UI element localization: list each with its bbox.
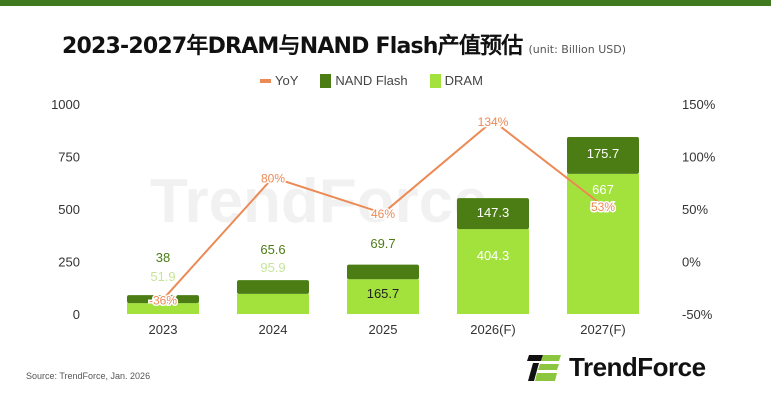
y-left-tick: 0: [73, 307, 80, 322]
bar-nand: [457, 198, 529, 230]
y-right-tick: -50%: [682, 307, 713, 322]
legend-swatch-yoy: [260, 78, 271, 83]
yoy-label: 80%: [261, 172, 285, 186]
y-right-tick: 100%: [682, 150, 716, 165]
legend-swatch-dram: [429, 73, 441, 88]
source-note: Source: TrendForce, Jan. 2026: [26, 371, 151, 381]
title-text: 2023-2027年DRAM与NAND Flash产值预估: [62, 34, 523, 59]
y-left-tick: 750: [58, 150, 80, 165]
x-tick: 2023: [149, 322, 178, 337]
bar-dram: [127, 303, 199, 314]
x-tick: 2027(F): [580, 322, 626, 337]
legend: YoY NAND Flash DRAM: [260, 73, 497, 88]
data-label-dram: 95.9: [260, 260, 285, 275]
legend-item-nand: NAND Flash: [320, 73, 408, 88]
yoy-label: 134%: [478, 115, 509, 129]
trendforce-logo: TrendForce: [527, 352, 706, 383]
y-right-tick: 0%: [682, 255, 701, 270]
legend-label: DRAM: [444, 73, 483, 88]
data-label-dram: 51.9: [150, 269, 175, 284]
y-left-tick: 250: [58, 255, 80, 270]
data-label-dram: 667: [592, 182, 614, 197]
x-tick: 2025: [369, 322, 398, 337]
legend-item-yoy: YoY: [260, 73, 298, 88]
legend-label: NAND Flash: [335, 73, 408, 88]
data-label-dram: 404.3: [477, 248, 510, 263]
bar-dram: [347, 279, 419, 314]
y-right-tick: 50%: [682, 202, 708, 217]
yoy-label: -36%: [149, 293, 177, 307]
data-label-nand: 69.7: [370, 236, 395, 251]
logo-text: TrendForce: [569, 352, 706, 382]
bar-dram: [567, 173, 639, 314]
yoy-label: 46%: [371, 207, 395, 221]
data-label-nand: 65.6: [260, 242, 285, 257]
bar-nand: [237, 280, 309, 294]
x-tick: 2024: [259, 322, 288, 337]
chart-title: 2023-2027年DRAM与NAND Flash产值预估 (unit: Bill…: [62, 28, 626, 60]
bar-nand: [567, 137, 639, 174]
data-label-dram: 165.7: [367, 286, 400, 301]
yoy-label: 53%: [591, 200, 615, 214]
bar-dram: [457, 229, 529, 314]
data-label-nand: 147.3: [477, 205, 510, 220]
watermark: TrendForce: [150, 167, 488, 236]
bar-nand: [347, 264, 419, 280]
data-label-nand: 175.7: [587, 146, 620, 161]
bar-dram: [237, 293, 309, 314]
y-left-tick: 500: [58, 202, 80, 217]
yoy-line: [162, 119, 604, 300]
data-label-nand: 38: [156, 250, 170, 265]
top-bar: [0, 0, 771, 6]
y-right-tick: 150%: [682, 97, 716, 112]
legend-swatch-nand: [320, 73, 332, 88]
legend-label: YoY: [275, 73, 299, 88]
unit-label: (unit: Billion USD): [528, 43, 627, 56]
trendforce-logo-icon: [527, 354, 561, 381]
y-left-tick: 1000: [51, 97, 80, 112]
x-tick: 2026(F): [470, 322, 516, 337]
legend-item-dram: DRAM: [429, 73, 483, 88]
